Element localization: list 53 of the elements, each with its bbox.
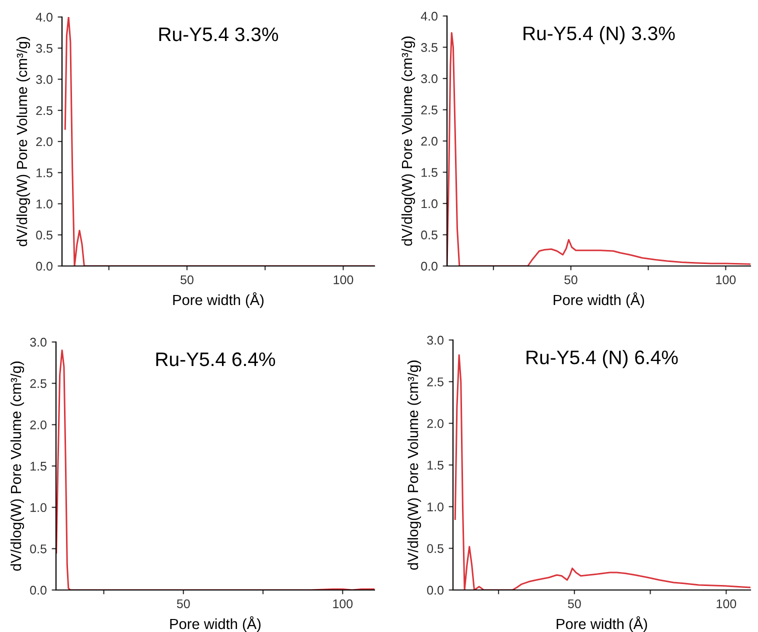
y-tick-label: 2.5 bbox=[30, 379, 46, 388]
x-tick-label: 100 bbox=[334, 275, 354, 284]
x-tick-label: 100 bbox=[333, 599, 353, 608]
y-tick-label: 4.0 bbox=[36, 12, 52, 22]
chart-title: Ru-Y5.4 6.4% bbox=[156, 352, 276, 366]
x-tick-label: 100 bbox=[716, 275, 736, 284]
x-tick-label: 50 bbox=[564, 275, 578, 284]
chart-title: Ru-Y5.4 (N) 6.4% bbox=[526, 350, 678, 368]
y-tick-label: 0.0 bbox=[36, 262, 52, 271]
y-tick-label: 1.0 bbox=[30, 503, 46, 512]
y-tick-label: 4.0 bbox=[420, 12, 438, 21]
x-axis-title: Pore width (Å) bbox=[173, 292, 264, 308]
y-axis-title: dV/dlog(W) Pore Volume (cm³/g) bbox=[401, 36, 416, 246]
y-axis-title: dV/dlog(W) Pore Volume (cm³/g) bbox=[407, 360, 422, 570]
y-tick-label: 2.0 bbox=[36, 137, 52, 146]
y-tick-label: 0.5 bbox=[36, 230, 52, 240]
x-tick-label: 50 bbox=[568, 599, 581, 608]
y-tick-label: 3.5 bbox=[421, 43, 438, 52]
y-axis-title: dV/dlog(W) Pore Volume (cm³/g) bbox=[16, 37, 30, 246]
x-tick-label: 50 bbox=[180, 275, 194, 284]
y-tick-label: 0.0 bbox=[427, 586, 444, 595]
y-tick-label: 0.0 bbox=[30, 586, 46, 595]
y-tick-label: 0.5 bbox=[427, 544, 444, 553]
x-axis-title: Pore width (Å) bbox=[170, 616, 261, 632]
y-tick-label: 3.5 bbox=[36, 44, 52, 53]
y-tick-label: 2.0 bbox=[30, 420, 46, 430]
y-tick-label: 3.0 bbox=[30, 338, 46, 347]
y-tick-label: 2.5 bbox=[36, 106, 52, 116]
x-tick-label: 50 bbox=[176, 599, 190, 608]
chart-title: Ru-Y5.4 (N) 3.3% bbox=[524, 26, 675, 44]
x-axis-title: Pore width (Å) bbox=[556, 616, 648, 632]
y-tick-label: 1.5 bbox=[30, 462, 46, 471]
x-tick-label: 100 bbox=[716, 599, 736, 608]
y-tick-label: 1.0 bbox=[36, 200, 52, 208]
y-tick-label: 1.0 bbox=[428, 502, 444, 512]
y-tick-label: 1.5 bbox=[428, 460, 444, 470]
y-tick-label: 0.5 bbox=[30, 544, 46, 554]
y-tick-label: 3.0 bbox=[421, 74, 438, 84]
y-tick-label: 0.5 bbox=[421, 230, 438, 240]
y-tick-label: 2.0 bbox=[421, 136, 438, 146]
line-series bbox=[64, 17, 374, 266]
y-tick-label: 2.5 bbox=[427, 377, 444, 386]
y-tick-label: 1.5 bbox=[36, 168, 52, 178]
y-tick-label: 0.0 bbox=[421, 262, 438, 271]
y-tick-label: 3.0 bbox=[427, 336, 444, 345]
y-tick-label: 1.0 bbox=[422, 199, 438, 208]
chart-title: Ru-Y5.4 3.3% bbox=[159, 27, 278, 42]
y-tick-label: 2.0 bbox=[427, 419, 444, 428]
y-axis-title: dV/dlog(W) Pore Volume (cm³/g) bbox=[10, 362, 24, 571]
y-tick-label: 2.5 bbox=[421, 106, 438, 114]
y-tick-label: 1.5 bbox=[422, 168, 438, 177]
x-axis-title: Pore width (Å) bbox=[554, 292, 644, 308]
y-tick-label: 3.0 bbox=[36, 75, 52, 84]
